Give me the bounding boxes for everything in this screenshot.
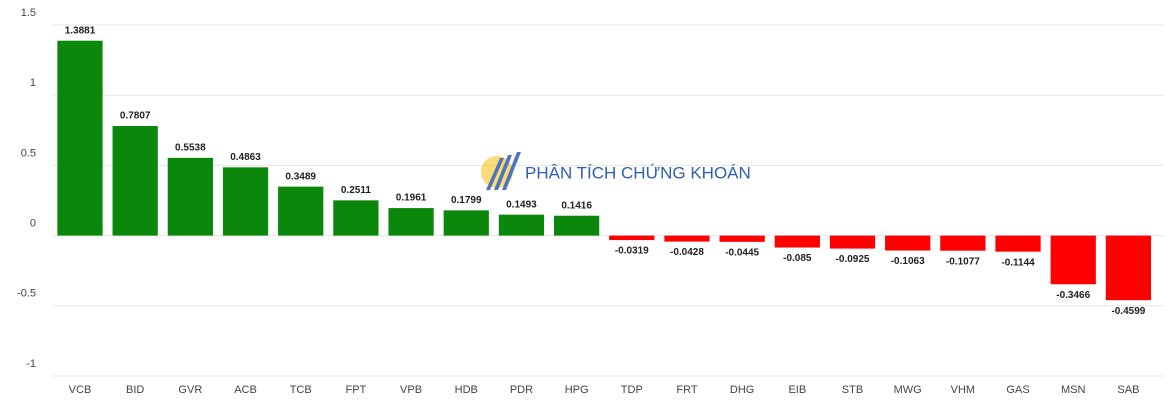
bar bbox=[940, 235, 986, 251]
x-tick-label: MWG bbox=[894, 384, 922, 396]
bar bbox=[1105, 235, 1152, 301]
bar bbox=[774, 235, 820, 248]
value-label: -0.1063 bbox=[891, 256, 925, 267]
bar bbox=[719, 235, 765, 242]
value-label: -0.4599 bbox=[1111, 306, 1145, 317]
x-tick-label: HPG bbox=[565, 384, 589, 396]
value-label: 0.1961 bbox=[396, 193, 427, 204]
value-label: 1.3881 bbox=[65, 25, 96, 36]
bar bbox=[222, 167, 269, 236]
value-label: -0.1077 bbox=[946, 256, 980, 267]
x-tick-label: FPT bbox=[345, 384, 366, 396]
value-label: 0.5538 bbox=[175, 142, 206, 153]
x-tick-label: TCB bbox=[290, 384, 312, 396]
value-label: -0.3466 bbox=[1056, 290, 1090, 301]
y-tick-label: 1 bbox=[30, 77, 36, 89]
watermark-text: PHÂN TÍCH CHỨNG KHOÁN bbox=[525, 163, 751, 182]
value-label: 0.3489 bbox=[285, 171, 316, 182]
x-tick-label: ACB bbox=[234, 384, 257, 396]
x-tick-label: DHG bbox=[730, 384, 754, 396]
x-tick-label: GVR bbox=[178, 384, 202, 396]
value-label: 0.1416 bbox=[561, 200, 592, 211]
x-tick-label: MSN bbox=[1061, 384, 1086, 396]
value-label: -0.0445 bbox=[725, 247, 759, 258]
bar bbox=[333, 200, 379, 236]
value-label: -0.0428 bbox=[670, 247, 704, 258]
value-label: -0.0319 bbox=[615, 246, 649, 257]
bar bbox=[885, 235, 931, 251]
x-tick-label: PDR bbox=[510, 384, 533, 396]
value-label: 0.4863 bbox=[230, 152, 261, 163]
watermark-logo bbox=[481, 152, 521, 190]
y-tick-label: -1 bbox=[26, 358, 36, 370]
bar bbox=[1050, 235, 1096, 285]
y-tick-label: 0 bbox=[30, 218, 36, 230]
x-tick-label: TDP bbox=[621, 384, 643, 396]
value-label: -0.1144 bbox=[1001, 257, 1035, 268]
value-label: 0.1799 bbox=[451, 195, 482, 206]
value-label: -0.0925 bbox=[836, 254, 870, 265]
x-tick-label: SAB bbox=[1117, 384, 1139, 396]
value-label: 0.7807 bbox=[120, 111, 151, 122]
x-tick-label: FRT bbox=[676, 384, 697, 396]
value-label: -0.085 bbox=[783, 253, 812, 264]
bar bbox=[995, 235, 1041, 252]
x-tick-label: BID bbox=[126, 384, 144, 396]
x-tick-label: STB bbox=[842, 384, 863, 396]
bar bbox=[829, 235, 876, 249]
bar bbox=[167, 157, 213, 236]
bar bbox=[664, 235, 710, 242]
x-tick-label: EIB bbox=[788, 384, 806, 396]
bar bbox=[278, 186, 324, 236]
x-tick-label: HDB bbox=[455, 384, 478, 396]
value-label: 0.1493 bbox=[506, 199, 537, 210]
y-tick-label: 1.5 bbox=[21, 7, 36, 19]
bar bbox=[57, 40, 103, 236]
bar bbox=[553, 215, 600, 236]
x-tick-label: VPB bbox=[400, 384, 422, 396]
bar bbox=[609, 235, 655, 241]
y-tick-label: 0.5 bbox=[21, 147, 36, 159]
x-tick-label: GAS bbox=[1006, 384, 1029, 396]
x-tick-label: VHM bbox=[951, 384, 975, 396]
y-tick-label: -0.5 bbox=[17, 288, 36, 300]
bar bbox=[498, 214, 545, 236]
value-label: 0.2511 bbox=[341, 185, 371, 196]
bar bbox=[388, 208, 434, 236]
bar bbox=[443, 210, 489, 236]
bar bbox=[112, 125, 158, 236]
x-tick-label: VCB bbox=[69, 384, 92, 396]
